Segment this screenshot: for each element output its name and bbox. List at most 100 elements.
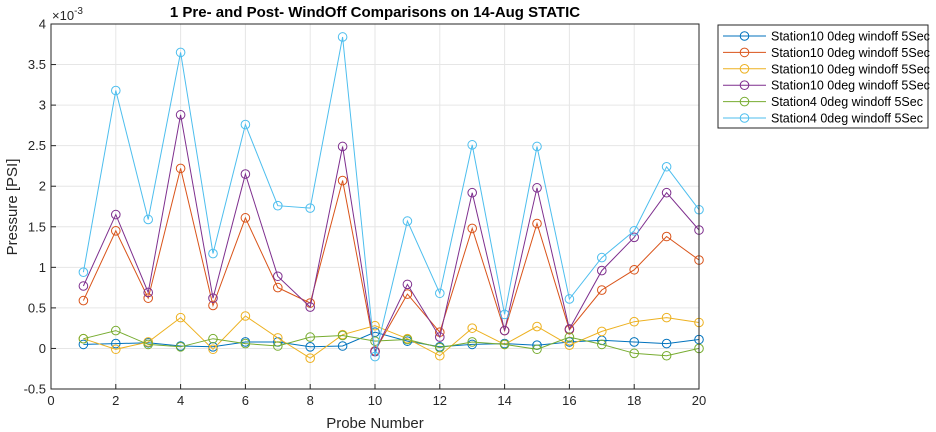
- x-tick-label: 0: [47, 393, 54, 408]
- data-point: [532, 183, 542, 193]
- legend-item: Station4 0deg windoff 5Sec: [723, 112, 923, 126]
- data-point: [337, 175, 348, 186]
- series-line: [83, 330, 700, 357]
- data-point: [337, 330, 348, 341]
- data-point: [240, 169, 251, 179]
- data-point: [143, 293, 153, 303]
- data-point: [435, 288, 445, 299]
- data-point: [499, 325, 510, 336]
- data-point: [467, 140, 478, 150]
- legend-label: Station10 0deg windoff 5Sec: [771, 30, 930, 44]
- legend-item: Station10 0deg windoff 5Sec: [723, 30, 930, 44]
- data-point: [208, 293, 218, 303]
- data-point: [78, 333, 89, 344]
- data-point: [532, 344, 542, 355]
- series-layer: [78, 32, 704, 363]
- data-point: [467, 339, 478, 350]
- x-tick-label: 18: [627, 393, 641, 408]
- data-point: [175, 163, 186, 174]
- x-tick-label: 14: [497, 393, 511, 408]
- series-line: [83, 331, 700, 348]
- y-tick-label: 3.5: [28, 57, 46, 72]
- data-point: [78, 267, 89, 278]
- series-6: [78, 32, 704, 362]
- data-point: [337, 32, 348, 42]
- data-point: [402, 334, 413, 345]
- y-axis-label: Pressure [PSI]: [4, 159, 21, 256]
- data-point: [629, 337, 640, 347]
- data-point: [532, 321, 542, 332]
- legend-marker: [739, 47, 750, 58]
- y-exponent-base: ×10: [52, 8, 74, 23]
- data-point: [629, 348, 640, 359]
- data-point: [111, 209, 121, 220]
- data-point: [435, 332, 445, 342]
- data-point: [273, 271, 283, 282]
- legend-label: Station4 0deg windoff 5Sec: [771, 112, 923, 126]
- data-point: [564, 294, 575, 304]
- data-point: [597, 265, 607, 276]
- data-point: [661, 161, 672, 172]
- y-tick-label: 2.5: [28, 138, 46, 153]
- data-point: [78, 339, 89, 350]
- chart-title: 1 Pre- and Post- WindOff Comparisons on …: [170, 4, 580, 21]
- series-line: [83, 315, 700, 359]
- data-point: [402, 216, 413, 226]
- data-point: [273, 341, 283, 351]
- data-point: [175, 312, 186, 323]
- data-point: [208, 344, 218, 355]
- data-point: [370, 351, 380, 362]
- data-point: [597, 285, 607, 295]
- data-point: [629, 232, 640, 243]
- y-tick-label: 0: [39, 341, 46, 356]
- y-tick-label: 1.5: [28, 219, 46, 234]
- data-point: [435, 342, 445, 353]
- legend-item: Station4 0deg windoff 5Sec: [723, 95, 923, 109]
- x-tick-label: 6: [242, 393, 249, 408]
- x-tick-label: 4: [177, 393, 184, 408]
- data-point: [564, 332, 575, 342]
- x-tick-label: 12: [433, 393, 447, 408]
- legend: Station10 0deg windoff 5Sec Station10 0de…: [717, 24, 930, 129]
- data-point: [143, 337, 153, 347]
- data-point: [467, 337, 478, 347]
- y-exponent-power: -3: [74, 6, 83, 17]
- y-exponent: ×10-3: [52, 6, 83, 23]
- legend-label: Station4 0deg windoff 5Sec: [771, 95, 923, 109]
- series-line: [82, 36, 700, 357]
- data-point: [305, 353, 316, 363]
- data-point: [305, 203, 316, 213]
- y-tick-label: 4: [39, 17, 46, 32]
- data-point: [597, 252, 607, 263]
- data-point: [499, 309, 510, 320]
- data-point: [467, 187, 478, 198]
- data-point: [629, 264, 640, 275]
- data-point: [111, 338, 121, 349]
- data-point: [240, 338, 251, 349]
- data-point: [402, 279, 413, 290]
- y-tick-label: 3: [39, 98, 46, 113]
- data-point: [111, 325, 121, 336]
- data-point: [208, 248, 218, 259]
- data-point: [532, 218, 542, 229]
- data-point: [78, 295, 89, 306]
- x-tick-label: 2: [112, 393, 119, 408]
- x-tick-label: 10: [368, 393, 382, 408]
- data-point: [597, 326, 607, 337]
- data-point: [661, 231, 672, 242]
- legend-box: [717, 24, 929, 129]
- series-4: [78, 110, 704, 357]
- data-point: [305, 302, 316, 312]
- data-point: [273, 282, 283, 293]
- legend-marker: [739, 113, 750, 123]
- data-point: [143, 339, 153, 350]
- data-point: [337, 141, 348, 152]
- data-point: [240, 119, 251, 130]
- data-point: [661, 312, 672, 323]
- data-point: [597, 339, 607, 350]
- data-point: [111, 226, 121, 236]
- legend-marker: [739, 96, 750, 107]
- legend-label: Station10 0deg windoff 5Sec: [771, 46, 930, 60]
- data-point: [273, 200, 283, 211]
- x-axis: 0 2 4 6 8 10 12 14 16 18 20: [47, 384, 706, 408]
